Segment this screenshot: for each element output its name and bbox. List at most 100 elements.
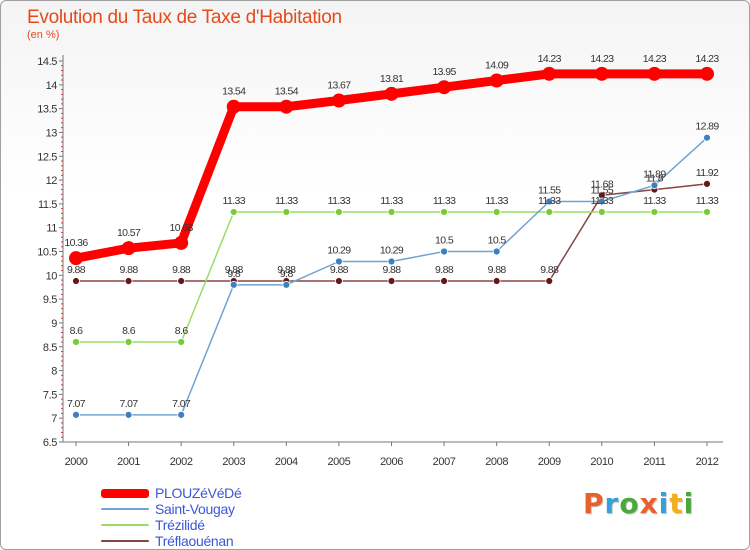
data-label: 11.68	[591, 178, 614, 190]
y-tick-label: 8	[51, 366, 57, 378]
data-point	[387, 208, 396, 216]
data-labels: 10.36 10.57 10.68 13.54 13.54 13.67 13.81 13.95…	[64, 53, 720, 410]
axes: 6.5 7 7.5 8 8.5 9 9.5 10 10.5 11 11.5 12 12.5 13 13.5 1…	[37, 55, 723, 468]
data-label: 11.33	[538, 195, 561, 207]
data-label: 9.88	[382, 264, 401, 276]
data-point	[440, 277, 448, 285]
data-point	[335, 257, 343, 266]
data-label: 13.54	[275, 86, 299, 98]
data-label: 10.5	[488, 235, 507, 247]
data-label: 11.33	[275, 195, 298, 207]
data-label: 11.55	[538, 184, 561, 196]
data-point	[647, 66, 662, 81]
data-point	[282, 280, 291, 289]
data-point	[650, 208, 659, 216]
x-tick-label: 2011	[643, 456, 665, 468]
data-point	[229, 280, 238, 289]
data-label: 8.6	[175, 325, 189, 337]
data-point	[226, 99, 241, 114]
y-tick-label: 6.5	[43, 437, 57, 449]
data-point	[279, 99, 294, 114]
data-point	[69, 251, 83, 266]
x-tick-label: 2007	[433, 456, 456, 468]
data-point	[545, 277, 554, 285]
data-point	[124, 277, 133, 285]
legend-label: Saint-Vougay	[155, 501, 235, 517]
x-tick-label: 2008	[485, 456, 508, 468]
y-tick-label: 12	[46, 175, 58, 187]
logo-letter: x	[639, 487, 659, 520]
data-label: 7.07	[120, 398, 139, 410]
data-label: 9.8	[280, 268, 294, 280]
data-label: 7.07	[67, 398, 86, 410]
legend-swatch	[101, 508, 149, 510]
data-point	[440, 247, 448, 256]
x-tick-label: 2010	[590, 456, 613, 468]
data-label: 11.33	[591, 195, 614, 207]
data-point	[72, 410, 80, 419]
y-tick-label: 14	[46, 80, 58, 92]
data-point	[121, 241, 136, 256]
x-tick-label: 2005	[327, 456, 350, 468]
y-tick-label: 7	[51, 413, 57, 425]
data-label: 10.29	[380, 245, 404, 257]
data-label: 13.81	[380, 73, 404, 85]
data-point	[492, 277, 501, 285]
data-label: 11.33	[433, 195, 456, 207]
chart-title: Evolution du Taux de Taxe d'Habitation	[27, 7, 342, 28]
data-label: 13.67	[327, 80, 351, 92]
data-point	[177, 338, 186, 346]
data-point	[542, 66, 557, 81]
x-tick-label: 2012	[696, 456, 719, 468]
data-point	[700, 66, 714, 81]
data-point	[703, 179, 711, 188]
data-label: 9.88	[67, 264, 86, 276]
data-point	[703, 208, 711, 216]
legend-label: PLOUZéVéDé	[155, 485, 242, 501]
data-label: 10.5	[435, 235, 454, 247]
data-point	[124, 338, 133, 346]
y-tick-label: 11.5	[38, 199, 57, 211]
data-label: 8.6	[122, 325, 136, 337]
y-tick-label: 11	[46, 223, 57, 235]
data-point	[174, 235, 189, 250]
data-point	[440, 208, 448, 216]
data-point	[282, 208, 291, 216]
data-label: 9.88	[540, 264, 559, 276]
y-tick-label: 14.5	[37, 56, 57, 68]
data-label: 8.6	[70, 325, 84, 337]
y-tick-label: 7.5	[43, 389, 57, 401]
series-lines	[69, 66, 714, 419]
data-point	[331, 93, 346, 108]
data-point	[650, 181, 659, 190]
x-tick-label: 2002	[170, 456, 193, 468]
data-label: 11.92	[696, 167, 719, 179]
data-point	[703, 133, 711, 142]
data-label: 11.33	[643, 195, 666, 207]
y-tick-label: 8.5	[43, 342, 57, 354]
data-point	[437, 80, 452, 95]
data-point	[387, 257, 396, 266]
data-point	[335, 208, 343, 216]
y-tick-label: 9	[51, 318, 57, 330]
logo-letter: P	[583, 487, 605, 520]
data-label: 11.33	[380, 195, 403, 207]
legend-label: Tréflaouénan	[155, 533, 234, 549]
data-point	[72, 338, 80, 346]
legend-swatch	[101, 524, 149, 526]
data-label: 10.29	[327, 245, 351, 257]
data-label: 10.68	[170, 222, 194, 234]
data-label: 9.88	[435, 264, 454, 276]
data-point	[594, 66, 609, 81]
x-tick-label: 2004	[275, 456, 298, 468]
data-label: 12.89	[695, 121, 719, 133]
data-label: 11.8	[646, 173, 664, 185]
data-label: 10.36	[64, 237, 88, 249]
logo-letter: o	[619, 487, 640, 520]
data-label: 9.88	[330, 264, 349, 276]
data-label: 14.23	[538, 53, 562, 65]
logo-letter: i	[658, 487, 670, 520]
data-point	[545, 197, 554, 206]
data-point	[489, 73, 504, 88]
